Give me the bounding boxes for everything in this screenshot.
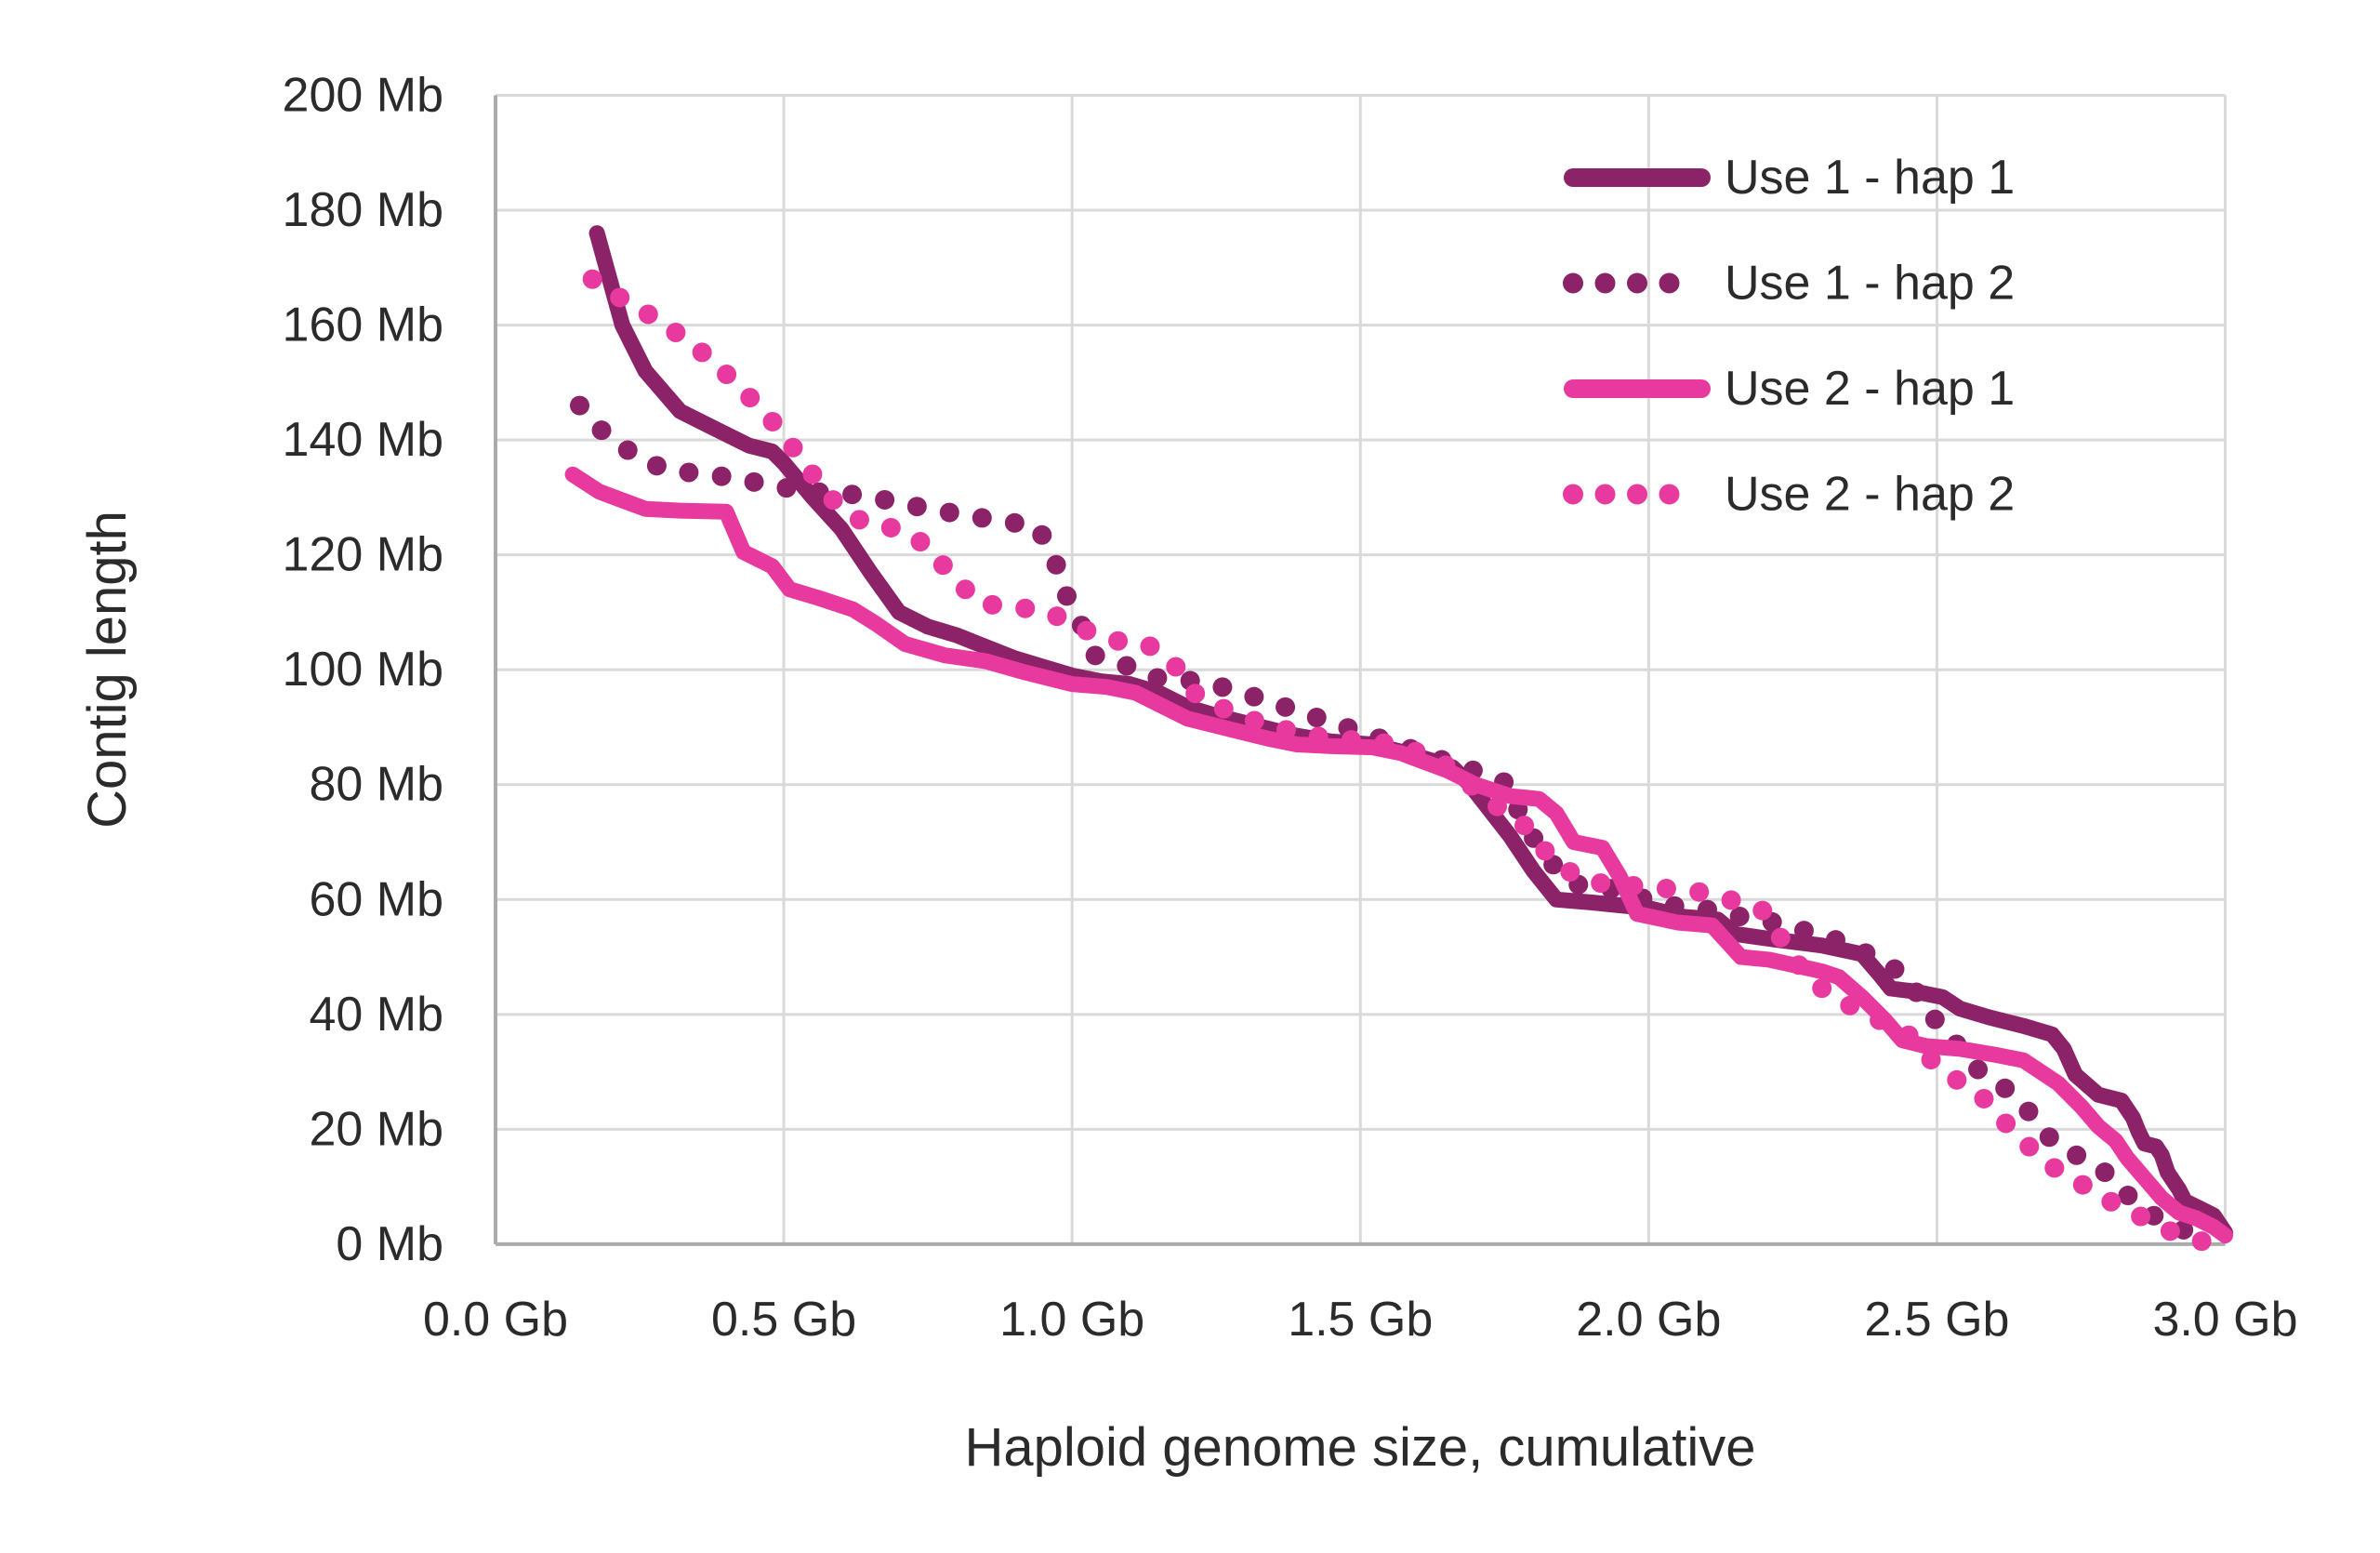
series-line-use-1-hap-2 [570,395,2218,1249]
series-line-use-1-hap-1 [588,225,2233,1241]
y-tick-label: 80 Mb [309,758,443,812]
series-lines [564,225,2233,1252]
plot-svg: 0 Mb 20 Mb 40 Mb 60 Mb 80 Mb 100 Mb 120 Mb 140 … [77,69,2298,1479]
contig-length-chart: 0 Mb 20 Mb 40 Mb 60 Mb 80 Mb 100 Mb 120 Mb 140 … [37,15,2380,1538]
y-axis-title: Contig length [77,511,138,829]
x-tick-label: 1.5 Gb [1288,1293,1433,1347]
y-tick-label: 120 Mb [283,528,443,582]
y-tick-label: 0 Mb [336,1217,443,1271]
x-tick-label: 0.0 Gb [423,1293,568,1347]
x-tick-label: 2.0 Gb [1576,1293,1721,1347]
y-tick-label: 160 Mb [283,299,443,352]
x-tick-label: 2.5 Gb [1864,1293,2009,1347]
series-line-use-2-hap-2 [582,269,2213,1252]
y-tick-label: 60 Mb [309,872,443,926]
x-tick-label: 3.0 Gb [2152,1293,2297,1347]
series-line-use-2-hap-1 [564,466,2233,1244]
y-tick-label: 200 Mb [283,69,443,123]
x-axis-title: Haploid genome size, cumulative [964,1417,1755,1478]
y-tick-label: 40 Mb [309,988,443,1042]
y-tick-label: 140 Mb [283,413,443,467]
legend-item: Use 2 - hap 1 [1564,362,2015,416]
y-tick-label: 180 Mb [283,183,443,237]
legend-item: Use 1 - hap 1 [1564,151,2015,205]
y-tick-label: 20 Mb [309,1102,443,1156]
x-tick-label: 0.5 Gb [711,1293,856,1347]
y-tick-labels: 0 Mb 20 Mb 40 Mb 60 Mb 80 Mb 100 Mb 120 Mb 140 … [283,69,443,1271]
legend-item: Use 1 - hap 2 [1563,257,2015,311]
legend-item: Use 2 - hap 2 [1563,468,2015,522]
x-tick-label: 1.0 Gb [999,1293,1144,1347]
legend: Use 1 - hap 1 Use 1 - hap 2 Use 2 - hap 1 U… [1563,151,2015,522]
y-tick-label: 100 Mb [283,643,443,697]
x-tick-labels: 0.0 Gb 0.5 Gb 1.0 Gb 1.5 Gb 2.0 Gb 2.5 Gb 3.0 … [423,1293,2298,1347]
legend-label: Use 1 - hap 1 [1725,151,2015,205]
legend-label: Use 2 - hap 2 [1725,468,2015,522]
legend-label: Use 2 - hap 1 [1725,362,2015,416]
axes [494,95,2226,1246]
legend-label: Use 1 - hap 2 [1725,257,2015,311]
